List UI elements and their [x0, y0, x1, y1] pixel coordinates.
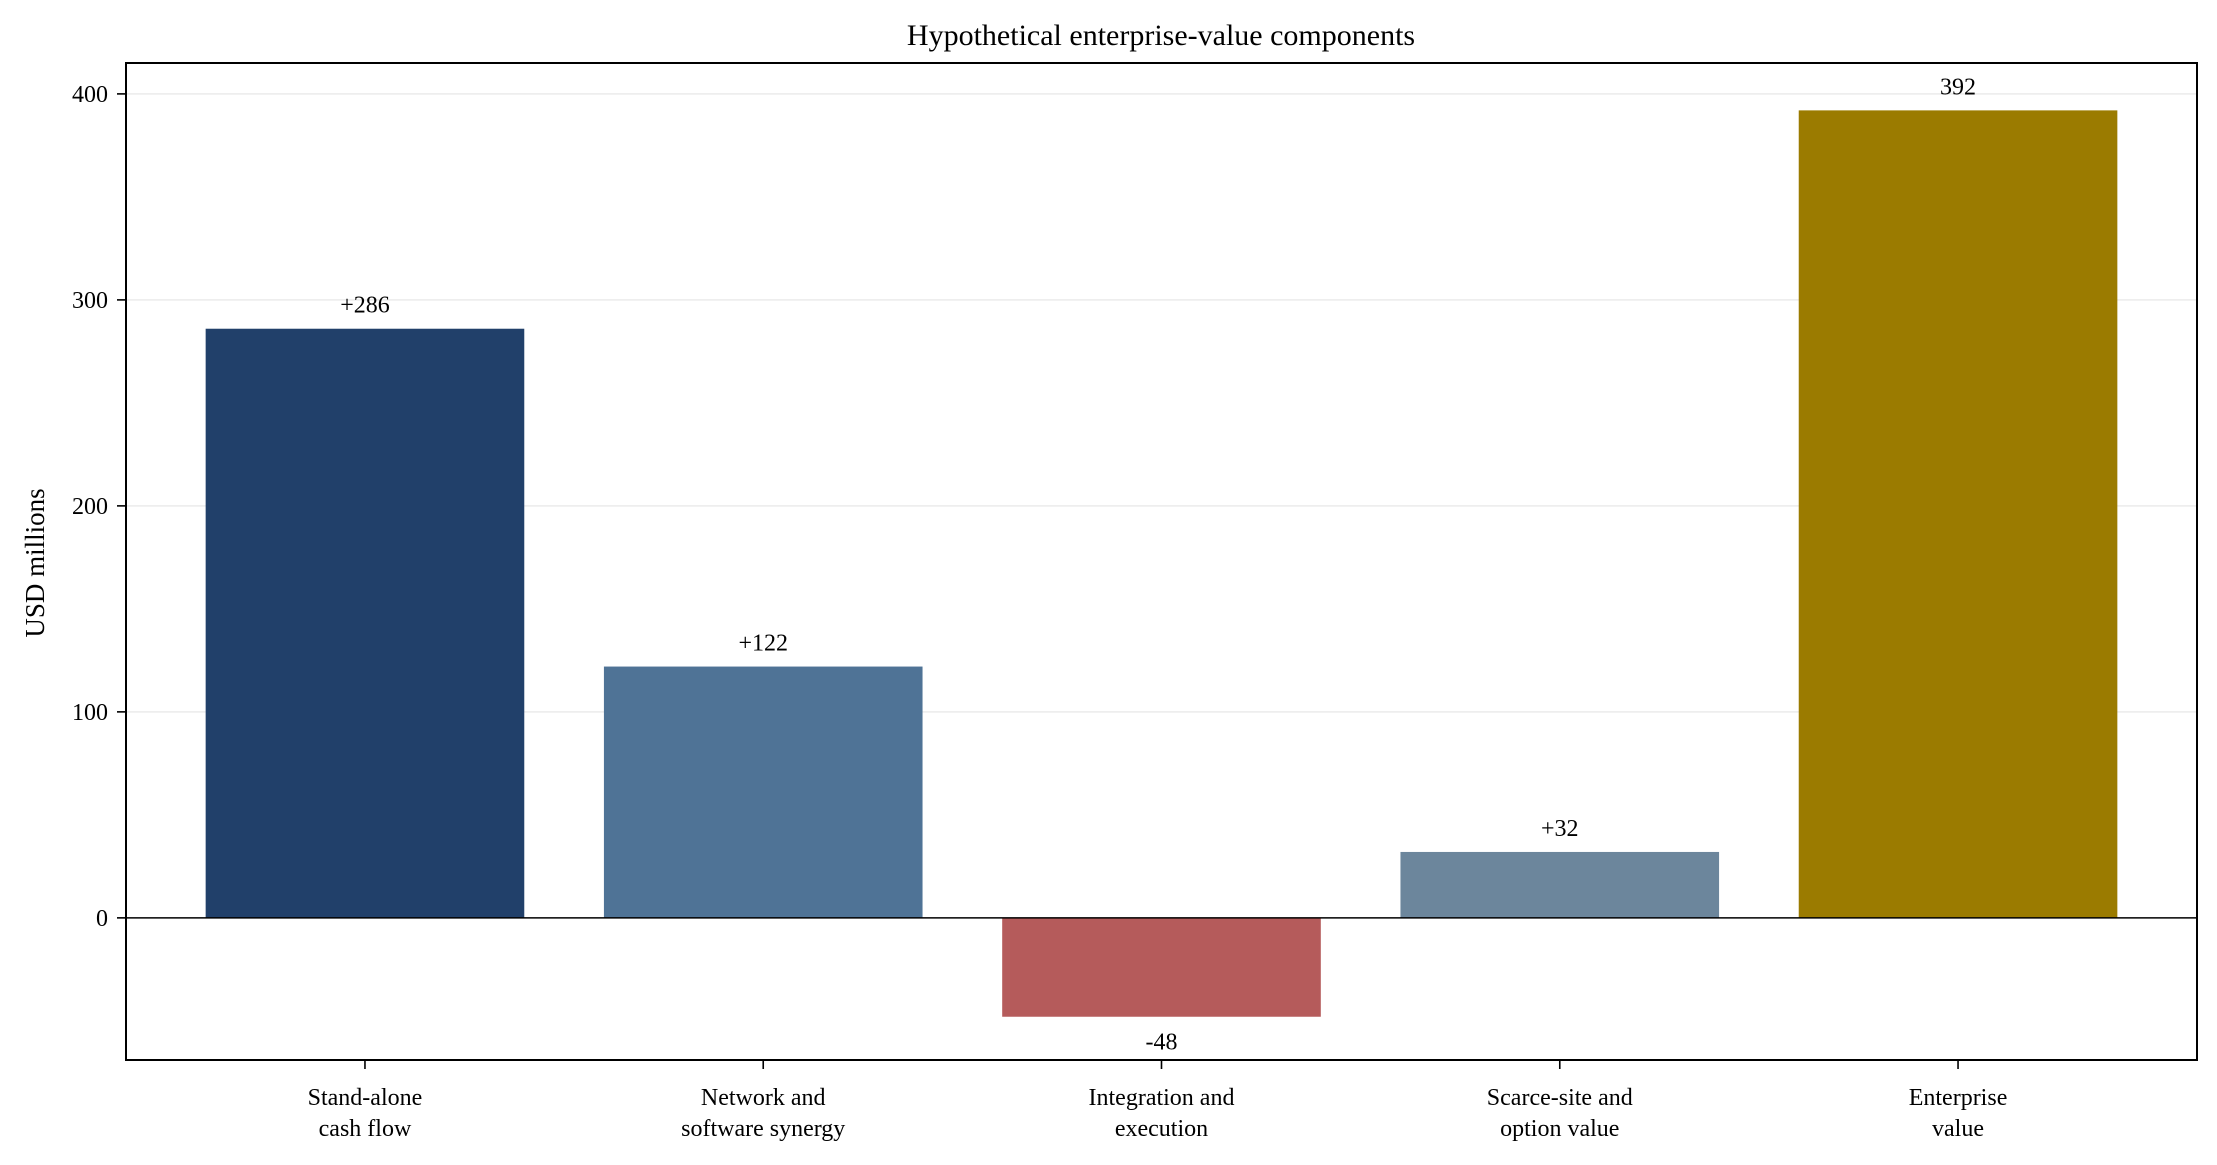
chart-title: Hypothetical enterprise-value components — [907, 19, 1415, 52]
x-tick-label: Stand-alone — [308, 1085, 423, 1111]
bar — [1798, 110, 2118, 918]
data-label: 392 — [1940, 74, 1976, 100]
x-tick-label: execution — [1115, 1116, 1208, 1142]
data-label: +32 — [1541, 816, 1579, 842]
y-axis-ticks: 0 100 200 300 400 — [72, 82, 126, 932]
bar — [1002, 917, 1321, 1017]
plot-frame — [125, 62, 2198, 1061]
x-axis-ticks: Stand-alone cash flow Network and software … — [308, 1060, 2008, 1142]
y-tick-label: 300 — [72, 288, 108, 314]
x-tick-label: Network and — [701, 1085, 826, 1111]
data-labels: +286 +122 -48 +32 392 — [340, 74, 1976, 1055]
data-label: +122 — [738, 631, 788, 657]
y-tick-label: 400 — [72, 82, 108, 108]
bars — [205, 110, 2118, 1017]
data-label: -48 — [1146, 1030, 1178, 1056]
x-tick-label: value — [1932, 1116, 1984, 1142]
x-tick-label: cash flow — [319, 1116, 412, 1142]
y-axis-label: USD millions — [20, 488, 50, 637]
bar — [603, 666, 923, 918]
bar — [1400, 851, 1720, 918]
x-tick-label: software synergy — [681, 1116, 845, 1142]
x-tick-label: Enterprise — [1909, 1085, 2008, 1111]
data-label: +286 — [340, 293, 390, 319]
bar — [205, 328, 525, 918]
x-tick-label: Scarce-site and — [1487, 1085, 1633, 1111]
y-tick-label: 100 — [72, 700, 108, 726]
x-tick-label: option value — [1500, 1116, 1619, 1142]
x-tick-label: Integration and — [1089, 1085, 1235, 1111]
y-tick-label: 200 — [72, 494, 108, 520]
y-tick-label: 0 — [96, 906, 108, 932]
